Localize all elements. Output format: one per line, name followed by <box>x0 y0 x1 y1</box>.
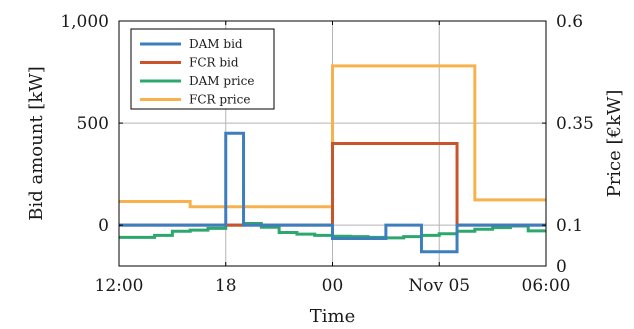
y2-tick-label: 0.6 <box>556 12 583 32</box>
legend-label: FCR bid <box>189 56 239 70</box>
x-axis-label: Time <box>310 306 355 327</box>
series-line-dam-bid <box>119 131 546 254</box>
legend-label: DAM price <box>189 74 254 88</box>
y2-axis-label: Price [€kW] <box>604 90 625 198</box>
x-tick-label: 18 <box>215 276 237 296</box>
y2-tick-label: 0 <box>556 257 567 277</box>
series-line-fcr-price <box>119 64 546 209</box>
x-tick-labels: 12:00 18 00 Nov 05 06:00 <box>95 276 571 296</box>
y-tick-label: 0 <box>98 216 109 236</box>
y-tick-label: 500 <box>77 114 109 134</box>
series-line-fcr-bid <box>119 142 546 227</box>
series-layer <box>119 64 546 254</box>
x-tick-label: 06:00 <box>522 276 571 296</box>
x-tick-label: Nov 05 <box>408 276 470 296</box>
y2-tick-labels: 0 0.1 0.35 0.6 <box>556 12 594 277</box>
y-axis-label: Bid amount [kW] <box>26 66 47 220</box>
legend: DAM bid FCR bid DAM price FCR price <box>130 28 275 110</box>
legend-label: DAM bid <box>189 37 243 51</box>
x-tick-label: 12:00 <box>95 276 144 296</box>
tick-marks <box>118 20 547 267</box>
y2-tick-label: 0.1 <box>556 216 583 236</box>
y2-tick-label: 0.35 <box>556 114 594 134</box>
y-tick-label: 1,000 <box>60 12 109 32</box>
legend-box <box>130 28 275 110</box>
x-tick-label: 00 <box>322 276 344 296</box>
legend-label: FCR price <box>189 93 250 107</box>
y-tick-labels: 0 500 1,000 <box>60 12 109 236</box>
